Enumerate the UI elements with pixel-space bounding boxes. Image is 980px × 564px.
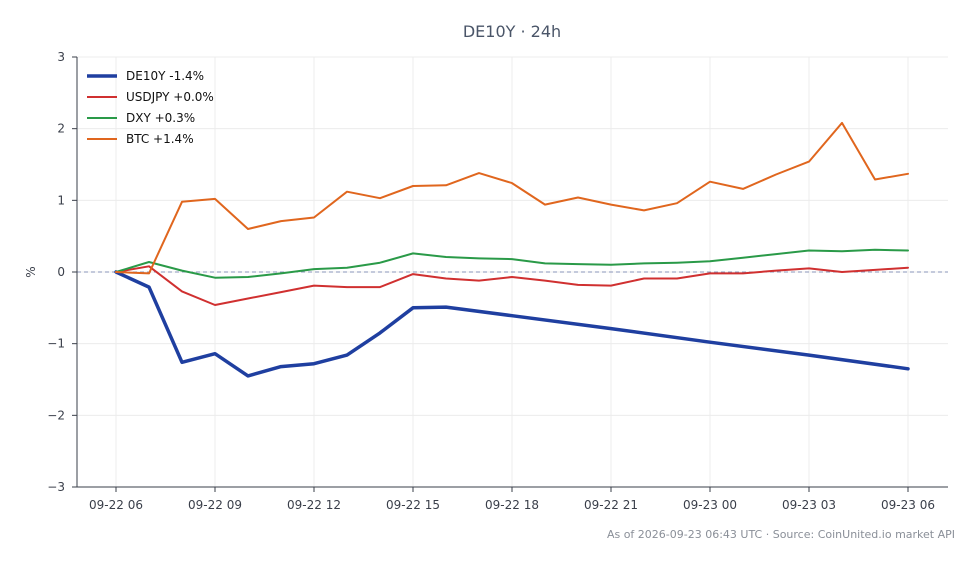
- x-tick-label: 09-22 09: [188, 498, 242, 512]
- x-tick-label: 09-22 15: [386, 498, 440, 512]
- legend-label: DXY +0.3%: [126, 111, 195, 125]
- y-tick-label: 3: [57, 50, 65, 64]
- source-footer: As of 2026-09-23 06:43 UTC · Source: Coi…: [607, 528, 955, 541]
- y-axis-label: %: [24, 266, 38, 277]
- y-tick-label: −2: [47, 408, 65, 422]
- x-tick-label: 09-23 03: [782, 498, 836, 512]
- chart-title: DE10Y · 24h: [463, 22, 561, 41]
- x-tick-label: 09-22 18: [485, 498, 539, 512]
- x-tick-label: 09-23 06: [881, 498, 935, 512]
- x-tick-label: 09-23 00: [683, 498, 737, 512]
- series-line-0: [114, 270, 910, 378]
- series-line-3: [115, 121, 909, 275]
- legend-label: DE10Y -1.4%: [126, 69, 204, 83]
- axes: 3 2 1 0 −1 −2 −3 09-22 06 09-22 09 09-22 12 09-22 …: [47, 50, 948, 512]
- series-layer: [114, 121, 910, 378]
- y-tick-label: −1: [47, 337, 65, 351]
- y-tick-label: 2: [57, 122, 65, 136]
- y-tick-label: 1: [57, 193, 65, 207]
- series-line-1: [115, 265, 909, 306]
- x-tick-label: 09-22 06: [89, 498, 143, 512]
- legend-label: USDJPY +0.0%: [126, 90, 214, 104]
- y-tick-label: −3: [47, 480, 65, 494]
- x-tick-label: 09-22 12: [287, 498, 341, 512]
- y-tick-label: 0: [57, 265, 65, 279]
- series-line-2: [115, 248, 909, 279]
- x-tick-label: 09-22 21: [584, 498, 638, 512]
- legend: DE10Y -1.4% USDJPY +0.0% DXY +0.3% BTC +1.4…: [87, 69, 214, 146]
- legend-label: BTC +1.4%: [126, 132, 194, 146]
